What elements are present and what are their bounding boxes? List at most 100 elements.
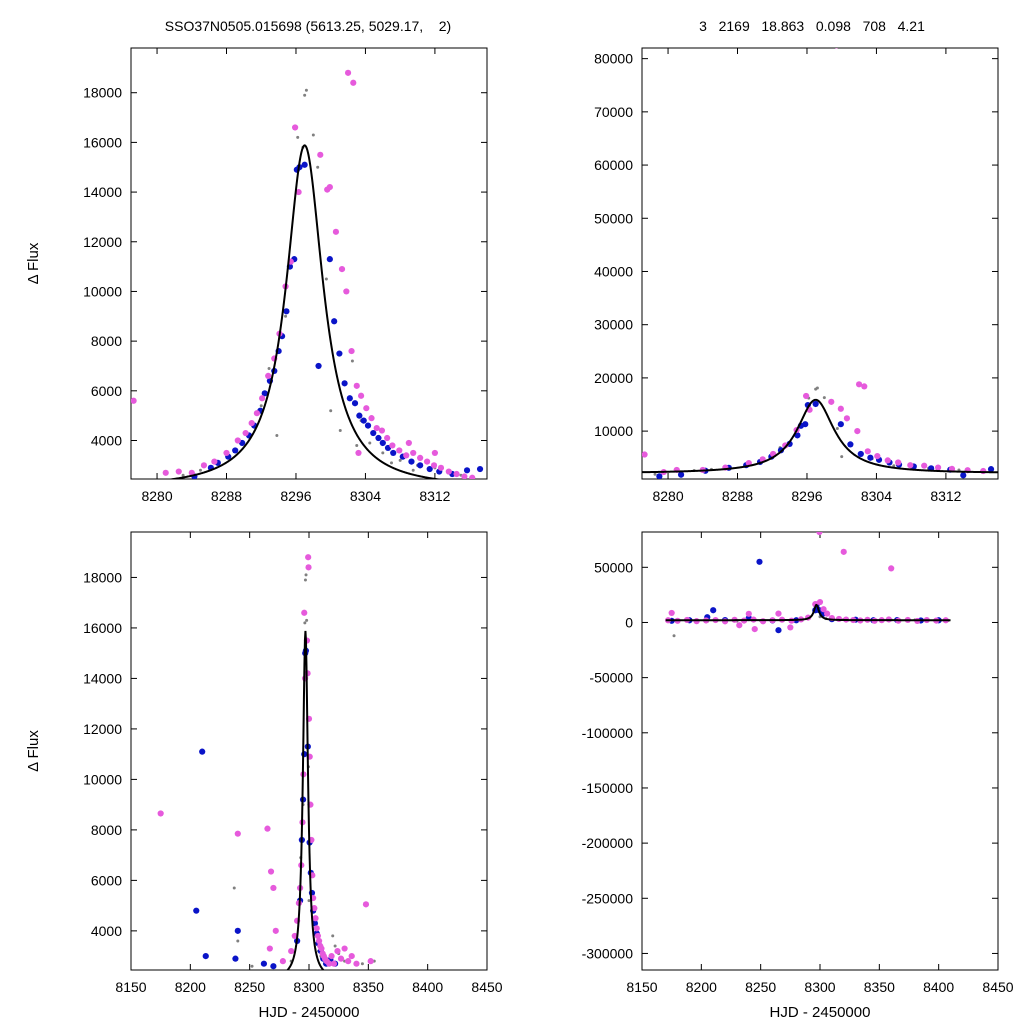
y-tick-label: 80000 xyxy=(594,51,633,67)
point-magenta xyxy=(803,392,810,400)
point-magenta xyxy=(895,459,902,466)
point-gray xyxy=(815,386,819,390)
point-magenta xyxy=(828,398,835,405)
point-magenta xyxy=(864,448,871,455)
x-tick-label: 8250 xyxy=(745,979,776,995)
point-magenta xyxy=(816,598,824,606)
point-magenta xyxy=(265,372,272,380)
x-axis-label: HJD - 2450000 xyxy=(259,1004,360,1021)
point-magenta xyxy=(295,188,302,196)
point-magenta xyxy=(330,960,338,967)
point-magenta xyxy=(259,395,266,402)
point-magenta xyxy=(437,464,445,471)
point-magenta xyxy=(253,410,260,417)
point-gray xyxy=(296,135,300,139)
point-magenta xyxy=(200,462,208,469)
point-magenta xyxy=(270,884,277,892)
x-tick-label: 8200 xyxy=(686,979,717,995)
x-tick-label: 8296 xyxy=(280,488,311,504)
point-gray xyxy=(275,434,279,438)
point-gray xyxy=(411,468,415,472)
point-magenta xyxy=(175,468,182,475)
point-magenta xyxy=(264,825,271,832)
point-magenta xyxy=(242,429,249,437)
point-gray xyxy=(840,455,844,459)
point-blue xyxy=(193,907,200,914)
point-magenta xyxy=(248,420,255,427)
point-gray xyxy=(267,366,271,370)
point-gray xyxy=(316,165,320,169)
point-magenta xyxy=(410,449,417,457)
y-tick-label: 4000 xyxy=(91,432,122,448)
x-tick-label: 8450 xyxy=(471,979,502,995)
y-tick-label: -250000 xyxy=(582,890,634,906)
data-points xyxy=(157,554,376,970)
y-tick-label: 50000 xyxy=(594,559,633,575)
y-tick-label: 18000 xyxy=(83,85,122,101)
y-tick-label: 10000 xyxy=(83,283,122,299)
point-magenta xyxy=(787,624,794,631)
point-magenta xyxy=(338,265,346,273)
panel-top-right: 10000 20000 30000 40000 50000 60000 70000 80000… xyxy=(594,47,999,504)
point-magenta xyxy=(341,945,348,952)
point-gray xyxy=(822,396,826,400)
point-gray xyxy=(250,964,254,968)
point-gray xyxy=(368,441,372,445)
point-magenta xyxy=(344,69,352,76)
point-magenta xyxy=(431,449,438,457)
point-magenta xyxy=(305,564,312,571)
point-gray xyxy=(303,578,307,582)
x-tick-label: 8300 xyxy=(293,979,324,995)
point-magenta xyxy=(314,932,321,940)
y-tick-label: 8000 xyxy=(91,333,122,349)
point-magenta xyxy=(405,439,412,447)
x-tick-label: 8312 xyxy=(419,488,450,504)
point-blue xyxy=(375,434,382,442)
point-magenta xyxy=(326,184,333,191)
x-tick-label: 8280 xyxy=(141,488,172,504)
y-tick-label: 30000 xyxy=(594,317,633,333)
point-gray xyxy=(360,962,364,966)
point-gray xyxy=(303,621,307,625)
fit-curve xyxy=(665,603,951,622)
point-magenta xyxy=(378,427,386,434)
point-magenta xyxy=(861,383,868,390)
point-magenta xyxy=(423,458,431,465)
point-gray xyxy=(305,618,309,622)
point-magenta xyxy=(234,437,241,444)
y-tick-label: 60000 xyxy=(594,157,633,173)
point-magenta xyxy=(311,905,318,912)
point-blue xyxy=(426,465,433,473)
point-magenta xyxy=(384,434,391,442)
x-tick-label: 8296 xyxy=(791,488,822,504)
point-gray xyxy=(303,93,307,97)
point-gray xyxy=(307,899,311,903)
y-tick-label: 14000 xyxy=(83,670,122,686)
y-tick-label: -100000 xyxy=(582,725,634,741)
point-blue xyxy=(261,390,268,397)
plot-frame xyxy=(130,47,488,480)
point-magenta xyxy=(318,945,325,952)
point-blue xyxy=(364,422,372,429)
point-blue xyxy=(346,395,353,402)
y-axis-label: Δ Flux xyxy=(25,730,42,772)
point-magenta xyxy=(368,415,375,422)
point-blue xyxy=(356,412,363,419)
point-magenta xyxy=(234,830,241,837)
point-magenta xyxy=(403,452,410,459)
y-tick-label: 18000 xyxy=(83,569,122,585)
point-gray xyxy=(333,944,337,948)
y-tick-label: 4000 xyxy=(91,923,122,939)
data-points xyxy=(665,532,950,638)
panel-bottom-left: 4000 6000 8000 10000 12000 14000 16000 18000 815… xyxy=(25,531,503,1021)
point-magenta xyxy=(301,609,308,616)
point-magenta xyxy=(348,347,355,355)
point-gray xyxy=(304,88,308,92)
point-magenta xyxy=(288,947,295,955)
y-tick-label: 20000 xyxy=(594,370,633,386)
point-magenta xyxy=(445,468,452,475)
panels-group: 4000 6000 8000 10000 12000 14000 16000 18000 828… xyxy=(25,47,1014,1021)
y-tick-label: -50000 xyxy=(589,670,633,686)
point-blue xyxy=(987,466,995,473)
